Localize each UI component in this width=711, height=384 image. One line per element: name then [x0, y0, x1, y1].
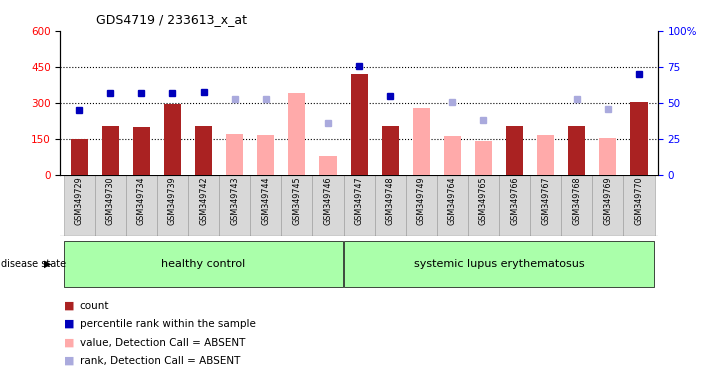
Bar [133, 127, 150, 175]
Text: ■: ■ [64, 301, 75, 311]
Text: GSM349744: GSM349744 [261, 177, 270, 225]
Text: healthy control: healthy control [161, 259, 245, 269]
Text: GSM349745: GSM349745 [292, 177, 301, 225]
Bar [226, 134, 243, 175]
Text: value, Detection Call = ABSENT: value, Detection Call = ABSENT [80, 338, 245, 348]
Text: GSM349749: GSM349749 [417, 177, 426, 225]
Text: ▶: ▶ [44, 259, 52, 269]
Bar [219, 175, 250, 236]
Bar [406, 175, 437, 236]
Text: GSM349743: GSM349743 [230, 177, 239, 225]
Text: GSM349766: GSM349766 [510, 177, 519, 225]
Text: GSM349729: GSM349729 [75, 177, 84, 225]
Bar [312, 175, 343, 236]
Text: GSM349765: GSM349765 [479, 177, 488, 225]
Bar [530, 175, 561, 236]
Bar [412, 108, 430, 175]
Bar [506, 126, 523, 175]
Bar [351, 74, 368, 175]
Text: GSM349770: GSM349770 [634, 177, 643, 225]
Text: GSM349734: GSM349734 [137, 177, 146, 225]
Text: GSM349739: GSM349739 [168, 177, 177, 225]
Bar [64, 241, 343, 287]
Text: rank, Detection Call = ABSENT: rank, Detection Call = ABSENT [80, 356, 240, 366]
Bar [70, 139, 87, 175]
Bar [468, 175, 499, 236]
Text: GSM349769: GSM349769 [604, 177, 612, 225]
Bar [506, 133, 523, 175]
Text: percentile rank within the sample: percentile rank within the sample [80, 319, 255, 329]
Bar [126, 175, 157, 236]
Bar [499, 175, 530, 236]
Bar [257, 135, 274, 175]
Bar [592, 175, 624, 236]
Bar [157, 175, 188, 236]
Bar [344, 241, 654, 287]
Bar [537, 135, 555, 175]
Bar [63, 175, 95, 236]
Text: ■: ■ [64, 338, 75, 348]
Bar [382, 126, 399, 175]
Text: count: count [80, 301, 109, 311]
Bar [561, 175, 592, 236]
Text: GSM349730: GSM349730 [106, 177, 114, 225]
Text: ■: ■ [64, 356, 75, 366]
Text: disease state: disease state [1, 259, 67, 269]
Bar [282, 175, 312, 236]
Text: GSM349746: GSM349746 [324, 177, 333, 225]
Text: GSM349747: GSM349747 [355, 177, 363, 225]
Bar [375, 175, 406, 236]
Bar [599, 137, 616, 175]
Text: GDS4719 / 233613_x_at: GDS4719 / 233613_x_at [96, 13, 247, 26]
Text: GSM349764: GSM349764 [448, 177, 457, 225]
Bar [568, 134, 585, 175]
Bar [624, 175, 655, 236]
Bar [288, 93, 306, 175]
Bar [95, 175, 126, 236]
Bar [444, 136, 461, 175]
Bar [475, 141, 492, 175]
Bar [631, 101, 648, 175]
Bar [188, 175, 219, 236]
Bar [568, 126, 585, 175]
Bar [343, 175, 375, 236]
Text: ■: ■ [64, 319, 75, 329]
Text: GSM349768: GSM349768 [572, 177, 582, 225]
Bar [250, 175, 282, 236]
Text: GSM349742: GSM349742 [199, 177, 208, 225]
Bar [437, 175, 468, 236]
Text: systemic lupus erythematosus: systemic lupus erythematosus [414, 259, 584, 269]
Bar [195, 126, 212, 175]
Text: GSM349748: GSM349748 [385, 177, 395, 225]
Text: GSM349767: GSM349767 [541, 177, 550, 225]
Bar [319, 156, 336, 175]
Bar [102, 126, 119, 175]
Bar [164, 104, 181, 175]
